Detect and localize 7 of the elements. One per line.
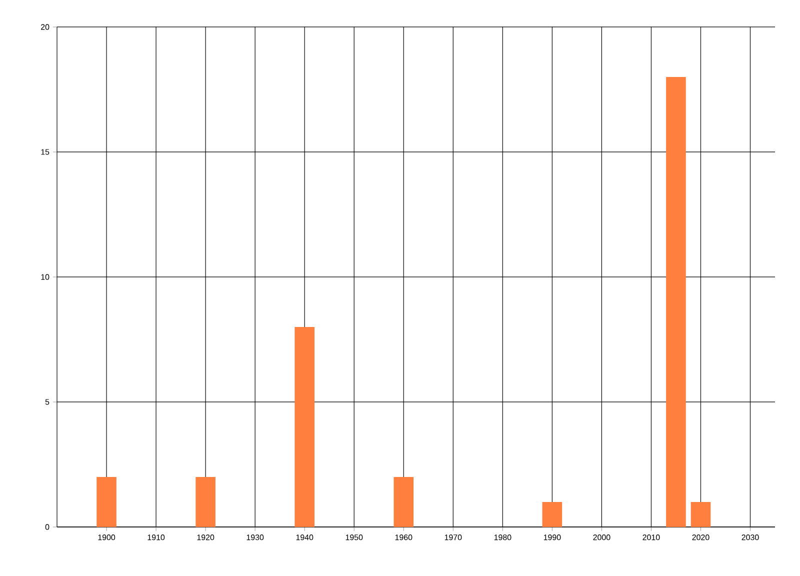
bar (294, 326, 314, 527)
bar (196, 476, 216, 527)
bar (690, 502, 711, 527)
bar (666, 76, 686, 527)
bar (96, 476, 116, 527)
bar (394, 476, 414, 527)
bar (542, 502, 562, 527)
